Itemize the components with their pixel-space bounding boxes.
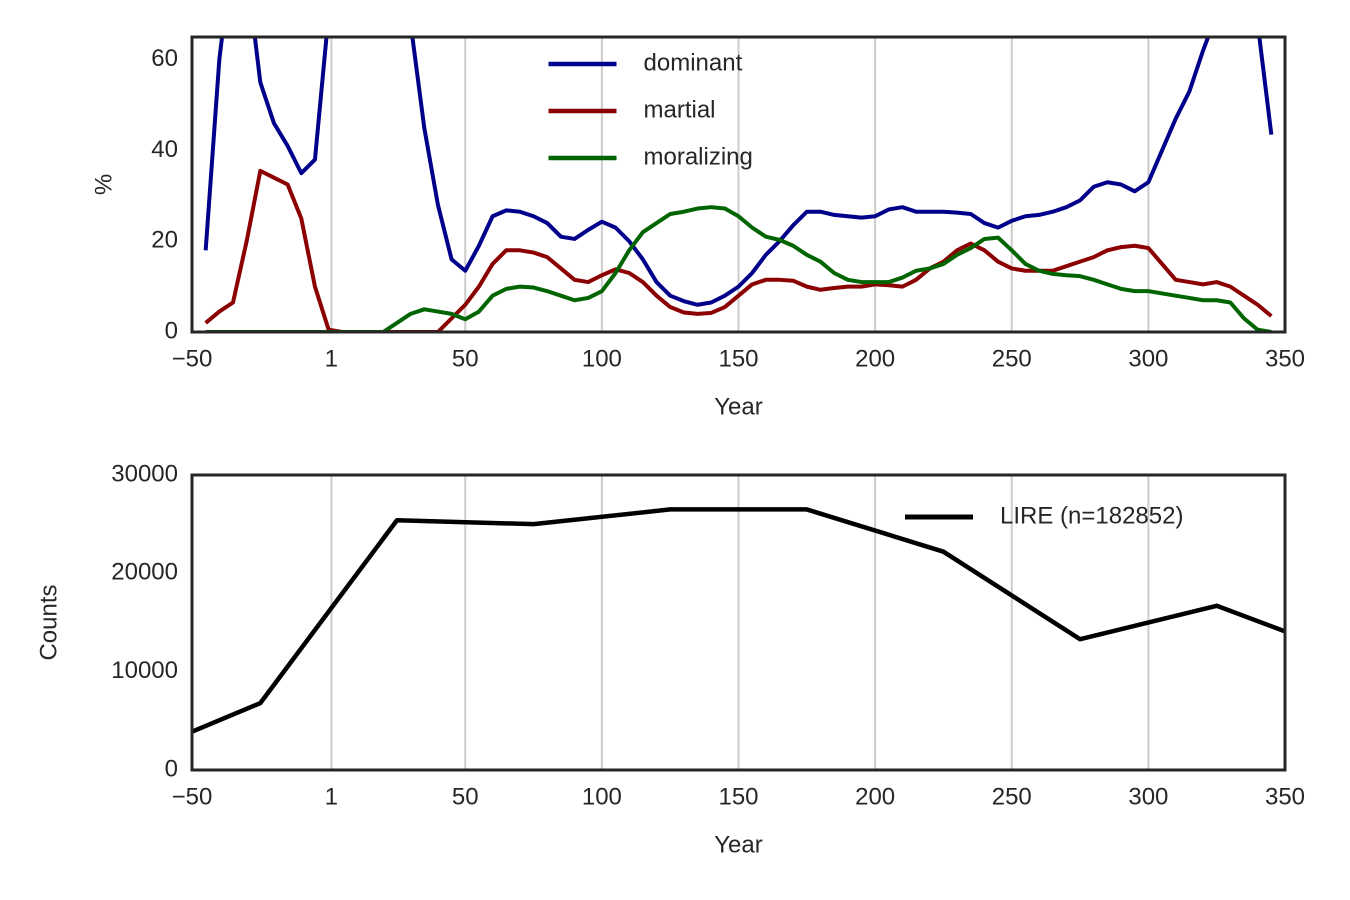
y-tick-label: 40 [151,136,178,163]
legend-label: LIRE (n=182852) [1000,502,1183,529]
x-tick-label: 350 [1265,345,1305,372]
x-tick-label: 50 [452,345,479,372]
x-tick-label: 300 [1128,783,1168,810]
y-tick-label: 60 [151,45,178,72]
x-tick-label: 200 [855,783,895,810]
axes-frame [190,473,1287,772]
x-tick-label: 350 [1265,783,1305,810]
x-axis-label: Year [714,393,763,420]
legend: dominant martial moralizing [548,49,753,170]
y-tick-label: 30000 [111,460,178,487]
subplot: −50 1 50 100 150 200 250 300 3500204060Year%domi… [90,35,1305,420]
x-tick-label: 1 [325,345,338,372]
x-tick-label: 100 [582,345,622,372]
y-tick-label: 20000 [111,559,178,586]
y-tick-label: 0 [165,317,178,344]
x-tick-label: −50 [172,345,213,372]
x-tick-label: 150 [718,345,758,372]
x-tick-label: 300 [1128,345,1168,372]
x-tick-label: 150 [718,783,758,810]
axes-frame [190,35,1287,334]
x-tick-label: 1 [325,783,338,810]
y-tick-label: 10000 [111,657,178,684]
y-tick-label: 20 [151,227,178,254]
x-tick-label: 250 [992,783,1032,810]
x-tick-label: 100 [582,783,622,810]
plot-area [192,507,1285,734]
series-line [205,205,1272,332]
y-axis-label: Counts [35,584,62,660]
y-tick-label: 0 [165,755,178,782]
x-tick-label: 200 [855,345,895,372]
subplot: −50 1 50 100 150 200 250 300 3500100002000030000… [35,460,1305,858]
plot-area [203,37,1274,332]
legend-label: dominant [644,49,743,76]
x-tick-label: 250 [992,345,1032,372]
x-axis-label: Year [714,831,763,858]
x-tick-label: −50 [172,783,213,810]
series-line [204,168,1273,332]
legend-label: moralizing [644,143,753,170]
series-line [192,507,1285,734]
x-tick-label: 50 [452,783,479,810]
legend-label: martial [644,96,716,123]
legend: LIRE (n=182852) [905,502,1183,529]
y-axis-label: % [90,174,117,195]
series-line [203,37,1274,307]
